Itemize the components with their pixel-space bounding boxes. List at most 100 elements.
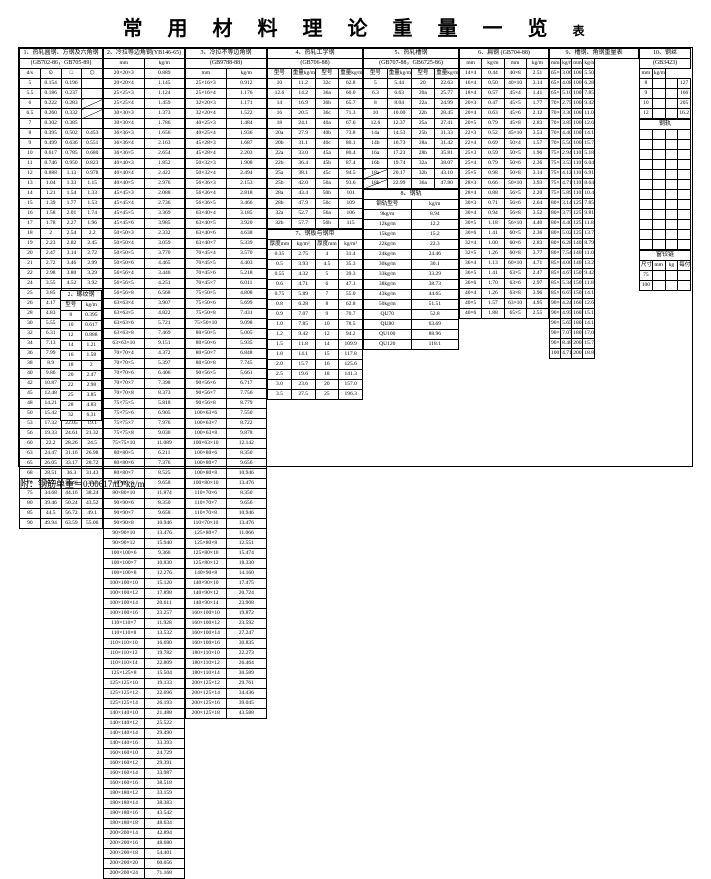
table-row: 90×90×68.350 — [104, 499, 185, 509]
table-row: 125×125×815.504 — [104, 669, 185, 679]
table-row: 100×80×810.946 — [186, 469, 267, 479]
table-row: 202.47 — [61, 371, 102, 381]
table-12: 窗铰链 尺寸mmkg每付重75100 — [639, 250, 691, 291]
table-row: 22a33.045a80.4 — [268, 149, 363, 159]
table-row: 70×70×77.398 — [104, 379, 185, 389]
table-row: 90×107.07180×1217.0 — [550, 329, 639, 339]
table-row: 22b36.445b87.4 — [268, 159, 363, 169]
table-row: 90×56×88.779 — [186, 399, 267, 409]
table-3: 3、冷拉不等边角钢 (GB9788-88) mmkg/m 25×16×30.91… — [185, 48, 267, 719]
table-row: 180×110×1226.464 — [186, 659, 267, 669]
table-row: 3.527.525196.3 — [268, 390, 363, 400]
table-row: 151.391.771.53 — [20, 199, 103, 209]
table-row: 202.473.142.72 — [20, 249, 103, 259]
table-row: 7534.6844.1638.24 — [20, 489, 103, 499]
table-row: 100×100×1015.120 — [104, 579, 185, 589]
table-row: 30×30.7156×62.64 — [460, 199, 549, 209]
table-row: 160×160×1638.518 — [104, 779, 185, 789]
table-row: 63×40×64.638 — [186, 229, 267, 239]
table-row: 32a52.756a106 — [268, 209, 363, 219]
table-row: 40×61.8865×52.55 — [460, 309, 549, 319]
table-row: 1216.2 — [640, 109, 691, 119]
table-row: 90×90×79.658 — [104, 509, 185, 519]
table-row: 22×30.5245×103.53 — [460, 129, 549, 139]
table-row: 36×41.1360×104.71 — [460, 259, 549, 269]
table-row: 32×20×41.522 — [186, 109, 267, 119]
table-row: 80×106.28140×88.79 — [550, 239, 639, 249]
table-row: 6.50.2600.332 — [20, 109, 103, 119]
table-row: 125×80×812.551 — [186, 539, 267, 549]
table-row: 1.814.115117.8 — [268, 350, 363, 360]
table-row: 75×75×55.818 — [104, 399, 185, 409]
table-row: 80×53.14125×87.85 — [550, 199, 639, 209]
table-row: 25a38.145c94.5 — [268, 169, 363, 179]
table-row: 25b42.050a93.6 — [268, 179, 363, 189]
table-row: 14b16.7328a31.42 — [364, 139, 459, 149]
table-row: 200×200×1442.894 — [104, 829, 185, 839]
table-row: 80×50×55.005 — [186, 329, 267, 339]
table-row: 140×140×1633.393 — [104, 739, 185, 749]
table-row: 100×63×89.878 — [186, 429, 267, 439]
table-row: 30×30×41.786 — [104, 119, 185, 129]
table-row: 22×40.6950×41.57 — [460, 139, 549, 149]
table-row: 75×105.89110×1210.4 — [550, 189, 639, 199]
table-row: 90×90×1013.476 — [104, 529, 185, 539]
table-row: 1824.140a67.6 — [268, 119, 363, 129]
table-row: 125×125×1222.696 — [104, 689, 185, 699]
table-row: 243.554.523.92 — [20, 279, 103, 289]
table-row: 160×100×1630.835 — [186, 639, 267, 649]
table-row: 171.782.271.96 — [20, 219, 103, 229]
table-row: 80.395 — [61, 311, 102, 321]
table-row: 75×50×54.808 — [186, 289, 267, 299]
table-row: 5619.3324.6121.32 — [20, 429, 103, 439]
table-row: 12.612.3725a27.41 — [364, 119, 459, 129]
table-row: 90×90×810.946 — [104, 519, 185, 529]
table-row: 20×20×41.145 — [104, 79, 185, 89]
table-row: 70×105.50100×2015.7 — [550, 139, 639, 149]
table-row: 75×75×1011.089 — [104, 439, 185, 449]
table-row: 25×25×31.124 — [104, 89, 185, 99]
table-row: 160×100×1427.247 — [186, 629, 267, 639]
table-row: 45×45×53.369 — [104, 209, 185, 219]
table-row: 20×20×30.889 — [104, 69, 185, 79]
table-row: 36×51.4163×52.47 — [460, 269, 549, 279]
table-row: 70×45×54.403 — [186, 259, 267, 269]
table-row: 33kg/m33.29 — [364, 270, 459, 280]
table-row: 200×200×2471.168 — [104, 869, 185, 879]
table-row: 20×50.7945×82.83 — [460, 119, 549, 129]
table-row: 75×63.53110×76.04 — [550, 159, 639, 169]
table-row: 70×52.75100×129.42 — [550, 99, 639, 109]
table-row: 0.755.89755.0 — [268, 290, 363, 300]
table-row: 28×40.8856×52.20 — [460, 189, 549, 199]
table-row: 140×90×1423.908 — [186, 599, 267, 609]
table-row: 30×61.4160×52.36 — [460, 229, 549, 239]
table-row: 50.1540.196 — [20, 79, 103, 89]
table-row: 100×100×710.830 — [104, 559, 185, 569]
table-row: 6.36.6320a25.77 — [364, 89, 459, 99]
table-row: 140×140×1225.522 — [104, 719, 185, 729]
table-row: 5.50.1860.237 — [20, 89, 103, 99]
table-5: 5、热轧槽钢 (GB707-88，GB6725-86) 型号重量kg/m型号重量… — [363, 48, 459, 189]
table-row: 15kg/m15.2 — [364, 230, 459, 240]
table-row: 100×63×1012.142 — [186, 439, 267, 449]
table-row: 20a27.940b73.8 — [268, 129, 363, 139]
table-row: 90×74.95160×1215.1 — [550, 309, 639, 319]
table-row: 80×50×87.745 — [186, 359, 267, 369]
table-row: 25×40.7950×62.36 — [460, 159, 549, 169]
table-row: 16a17.2328b35.81 — [364, 149, 459, 159]
table-row: 75×50×87.431 — [186, 309, 267, 319]
table-row: 55.442022.63 — [364, 79, 459, 89]
table-row: 63×63×109.151 — [104, 339, 185, 349]
table-row: 160×160×1229.391 — [104, 759, 185, 769]
table-row: 2.015.716125.6 — [268, 360, 363, 370]
table-row: 253.85 — [61, 391, 102, 401]
table-row: 200×125×1843.588 — [186, 709, 267, 719]
table-row: 212.723.462.99 — [20, 259, 103, 269]
table-row: 161.582.011.74 — [20, 209, 103, 219]
table-row: 85×85.34150×1011.8 — [550, 279, 639, 289]
table-row: 1.29.421294.2 — [268, 330, 363, 340]
table-row: 50×50×53.770 — [104, 249, 185, 259]
table-row: 80×85.02125×1413.7 — [550, 229, 639, 239]
table-row: 140×90×814.160 — [186, 569, 267, 579]
table-row: 28×30.6650×103.93 — [460, 179, 549, 189]
